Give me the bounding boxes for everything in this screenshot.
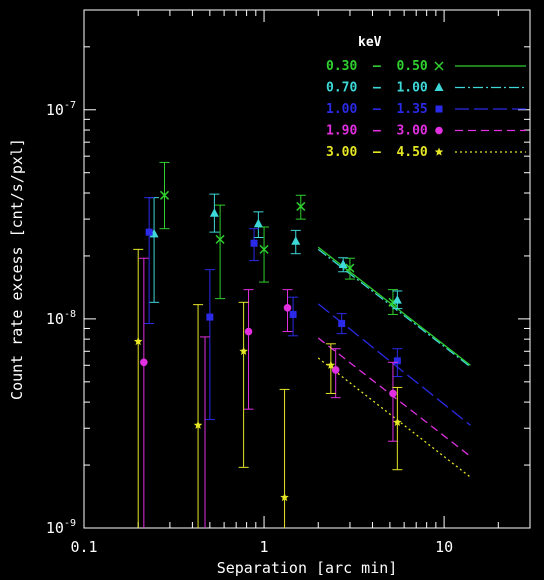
legend: keV 0.30 – 0.50 0.70 – 1.00 1.00 – 1.35 1.9… [326, 35, 526, 160]
x-tick-label: 1 [260, 538, 269, 556]
data-point [138, 257, 149, 528]
axes-layer: 0.1 1 10 10-9 10-8 10-7 [46, 9, 531, 556]
data-point-marker [435, 105, 443, 113]
data-point [290, 229, 301, 255]
y-tick-label: 10-7 [46, 100, 76, 119]
data-point-marker [331, 366, 340, 374]
data-point-marker [259, 244, 269, 254]
data-point-marker [435, 126, 443, 135]
data-point-marker [326, 360, 336, 369]
data-point-marker [140, 358, 148, 367]
data-point [159, 161, 170, 230]
data-point-marker [338, 320, 346, 328]
data-point [133, 248, 144, 528]
data-point [325, 343, 336, 394]
data-point-marker [133, 336, 143, 346]
data-point-marker [389, 389, 397, 398]
data-point [238, 301, 249, 468]
data-point-marker [239, 346, 248, 355]
x-tick-label: 0.1 [70, 538, 97, 556]
data-points-layer [133, 161, 403, 528]
fit-line [317, 337, 471, 457]
data-point-marker [393, 357, 401, 365]
data-point [243, 289, 254, 410]
legend-label: 1.90 – 3.00 [326, 124, 428, 139]
data-point-marker [393, 417, 402, 427]
legend-label: 0.30 – 0.50 [326, 59, 428, 74]
data-point [253, 211, 264, 239]
data-point [295, 194, 306, 220]
data-point-marker [283, 303, 292, 312]
data-point [279, 388, 290, 528]
legend-label: 0.70 – 1.00 [326, 81, 428, 96]
legend-label: 1.00 – 1.35 [326, 102, 428, 117]
x-tick-label: 10 [435, 538, 453, 556]
data-point-marker [280, 492, 289, 502]
data-point-marker [296, 201, 306, 211]
data-point [392, 290, 403, 310]
plot-frame [83, 9, 531, 529]
data-point [193, 304, 204, 528]
data-point [288, 296, 299, 337]
data-point [338, 257, 349, 273]
data-point-marker [145, 228, 153, 236]
data-point [204, 269, 215, 421]
data-point-marker [250, 239, 258, 247]
data-point [249, 228, 260, 262]
data-point-marker [434, 147, 444, 156]
data-point-marker [392, 295, 402, 304]
data-point-marker [244, 327, 253, 336]
x-axis-label: Separation [arc min] [217, 559, 398, 577]
data-point-marker [434, 61, 444, 71]
data-point-marker [209, 208, 219, 217]
data-point [215, 204, 226, 300]
data-point [387, 361, 398, 442]
data-point-marker [289, 310, 297, 318]
data-point-marker [159, 190, 170, 200]
legend-label: 3.00 – 4.50 [326, 145, 428, 160]
data-point-marker [215, 234, 225, 244]
y-tick-label: 10-8 [46, 309, 76, 328]
legend-title: keV [358, 35, 382, 50]
data-point [209, 193, 220, 233]
fit-line [317, 357, 471, 478]
data-point [200, 336, 211, 528]
data-point-marker [291, 236, 301, 245]
data-point-marker [253, 218, 263, 228]
data-point-marker [434, 82, 444, 91]
data-point [330, 348, 341, 399]
y-tick-label: 10-9 [46, 518, 76, 537]
data-point-marker [206, 313, 214, 321]
y-axis-label: Count rate excess [cnt/s/pxl] [8, 138, 26, 400]
data-point-marker [345, 263, 355, 273]
data-point-marker [193, 420, 203, 429]
data-point [144, 197, 155, 325]
data-point-marker [338, 259, 348, 269]
data-point [336, 313, 347, 335]
data-point [392, 386, 403, 471]
data-point [282, 289, 293, 333]
